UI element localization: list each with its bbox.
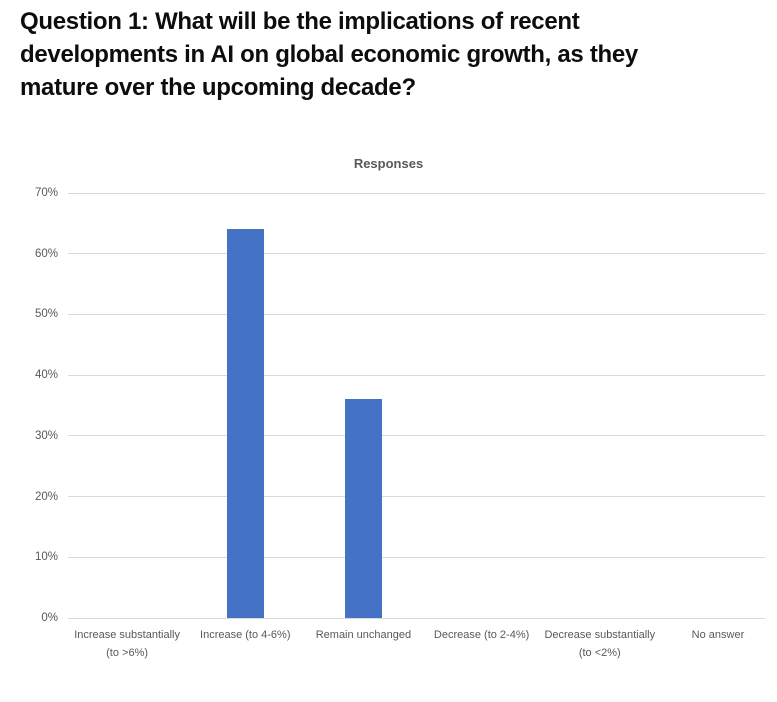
x-axis-labels: Increase substantially (to >6%) Increase … (68, 627, 777, 662)
x-axis-category-label: Increase substantially (to >6%) (74, 629, 180, 659)
y-axis-tick-label: 60% (34, 247, 58, 260)
y-axis-tick-label: 40% (34, 369, 58, 382)
y-axis-tick-label: 70% (34, 187, 58, 199)
question-title-line-2: developments in AI on global economic gr… (20, 41, 638, 68)
gridline-30% (68, 435, 765, 437)
x-axis-category-label: Decrease substantially (to <2%) (544, 629, 656, 659)
y-axis-tick-label: 20% (34, 490, 58, 503)
gridline-50% (68, 313, 765, 315)
question-title: Question 1: What will be the implication… (20, 5, 765, 104)
gridline-20% (68, 496, 765, 498)
question-title-line-1: Question 1: What will be the implication… (20, 8, 580, 35)
x-axis-category-label: Decrease (to 2-4%) (433, 629, 530, 641)
gridline-10% (68, 556, 765, 558)
gridline-0% (68, 617, 765, 619)
bar-3 (344, 399, 382, 618)
y-axis-tick-label: 10% (34, 551, 58, 564)
gridline-40% (68, 374, 765, 376)
y-axis-tick-label: 0% (41, 612, 58, 624)
x-axis-category-label: Remain unchanged (315, 629, 412, 641)
plot-area (68, 192, 765, 619)
x-axis-category-label: Increase (to 4-6%) (200, 629, 291, 641)
chart-title: Responses (353, 156, 424, 171)
y-axis-tick-label: 50% (34, 308, 58, 321)
x-axis-category-label: No answer (691, 629, 745, 641)
y-axis-tick-label: 30% (34, 429, 58, 442)
gridline-70% (68, 192, 765, 194)
bar-2 (226, 229, 264, 618)
question-title-line-3: mature over the upcoming decade? (20, 74, 416, 101)
responses-bar-chart: Responses Increase substantially (to >6%… (0, 150, 777, 702)
gridline-60% (68, 253, 765, 255)
